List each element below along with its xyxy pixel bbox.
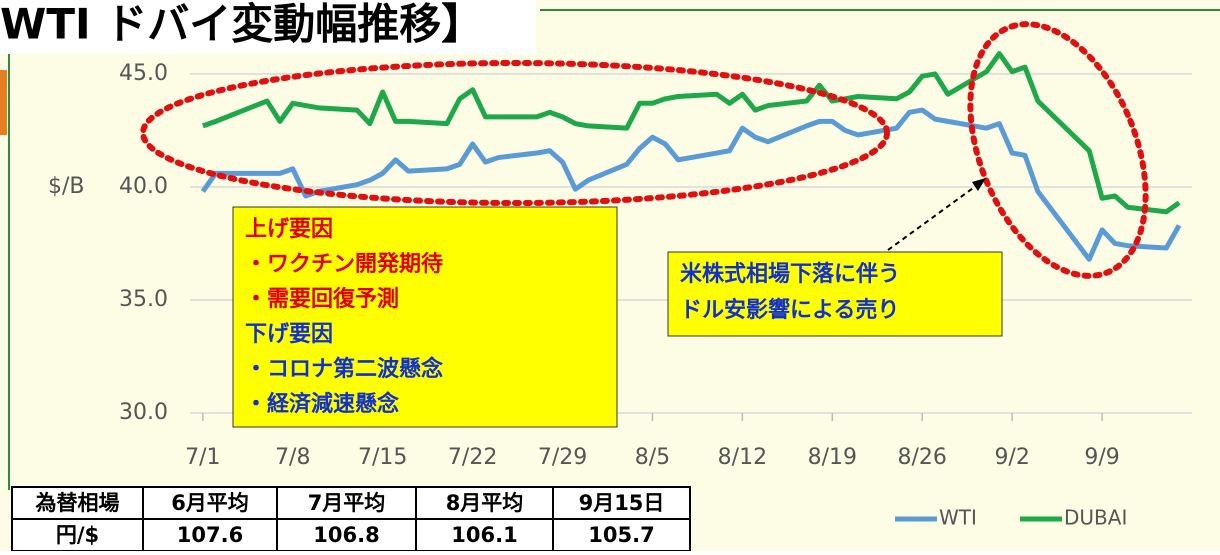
side-tab [0,70,7,135]
table-text: 6月平均 [171,491,249,515]
table-text: 8月平均 [446,491,524,515]
x-tick-label: 9/2 [994,445,1029,470]
title-box [0,0,536,54]
table-text: 円/$ [56,523,99,547]
table-text: 107.6 [177,523,243,547]
table-text: 為替相場 [36,491,120,515]
factor-text: ・需要回復予測 [245,286,399,312]
x-tick-label: 7/15 [358,445,407,470]
y-tick-label: 40.0 [119,174,168,199]
table-text: 106.8 [313,523,379,547]
table-text: 105.7 [588,523,654,547]
y-tick-label: 35.0 [119,287,168,312]
x-tick-label: 8/12 [718,445,767,470]
table-cell [142,518,278,552]
table-text: 7月平均 [308,491,386,515]
factor-text: ・経済減速懸念 [245,391,399,417]
legend-label: WTI [939,506,977,530]
table-cell [552,518,691,552]
series-line [202,51,1181,215]
x-tick-label: 7/8 [275,445,310,470]
x-tick-label: 7/1 [185,445,220,470]
y-tick-label: 30.0 [119,400,168,425]
y-tick-label: 45.0 [119,61,168,86]
table-cell [276,486,417,520]
x-tick-label: 7/29 [538,445,587,470]
y-axis-label: $/B [48,174,85,199]
series-line [200,107,1182,262]
arrow [887,182,981,251]
note-box [667,251,1003,337]
x-tick-label: 8/19 [808,445,857,470]
x-tick-label: 8/5 [635,445,670,470]
table-text: 106.1 [451,523,517,547]
table-cell [11,486,144,520]
x-tick-label: 7/22 [448,445,497,470]
highlight-ellipse [140,60,890,206]
x-tick-label: 9/9 [1084,445,1119,470]
factor-text: 下げ要因 [245,322,333,347]
factor-text: ・ワクチン開発期待 [245,251,443,277]
x-tick-label: 8/26 [898,445,947,470]
note-text: 米株式相場下落に伴う [680,262,900,287]
chart-title: WTI ドバイ変動幅推移】 [0,0,483,49]
arrow-head [972,178,986,191]
legend-label: DUBAI [1064,506,1127,530]
note-text: ドル安影響による売り [680,297,899,323]
table-text: 9月15日 [579,491,665,515]
factor-box [232,206,618,428]
highlight-ellipse [967,21,1149,279]
factor-text: ・コロナ第二波懸念 [245,356,443,382]
table-cell [276,518,417,552]
factor-text: 上げ要因 [245,217,333,242]
